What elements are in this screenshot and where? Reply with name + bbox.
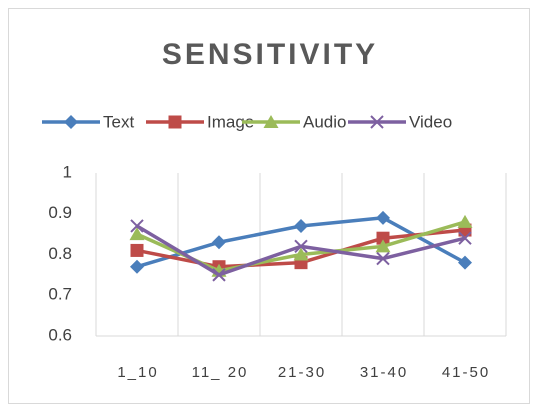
marker (130, 243, 144, 257)
x-tick-label: 31-40 (360, 364, 408, 381)
marker (294, 218, 308, 233)
legend-label: Audio (303, 112, 346, 131)
marker (375, 239, 391, 253)
legend-marker (370, 115, 384, 129)
x-tick-label: 1_10 (117, 364, 158, 381)
marker (129, 227, 145, 241)
marker (294, 239, 308, 254)
x-tick-label: 41-50 (442, 364, 490, 381)
legend-marker (64, 115, 78, 129)
y-tick-label: 0.6 (48, 325, 72, 344)
chart-title: SENSITIVITY (162, 38, 378, 71)
marker (458, 231, 472, 245)
y-tick-label: 0.9 (48, 203, 72, 222)
marker (293, 247, 309, 261)
marker (130, 259, 144, 274)
marker (458, 255, 472, 270)
marker (376, 251, 390, 266)
legend-label: Text (103, 112, 134, 131)
legend-label: Video (409, 112, 452, 131)
marker (457, 214, 473, 228)
marker (376, 231, 390, 245)
marker (130, 219, 144, 233)
x-tick-label: 11_ 20 (192, 364, 249, 381)
chart-border (8, 8, 530, 404)
marker (212, 235, 226, 250)
y-tick-label: 1 (63, 162, 72, 181)
legend-marker (263, 115, 279, 128)
marker (376, 210, 390, 225)
x-tick-label: 21-30 (278, 364, 326, 381)
y-tick-label: 0.7 (48, 285, 72, 304)
legend-marker (168, 115, 182, 129)
marker (212, 268, 226, 282)
legend-label: Image (207, 112, 254, 131)
y-tick-label: 0.8 (48, 244, 72, 263)
